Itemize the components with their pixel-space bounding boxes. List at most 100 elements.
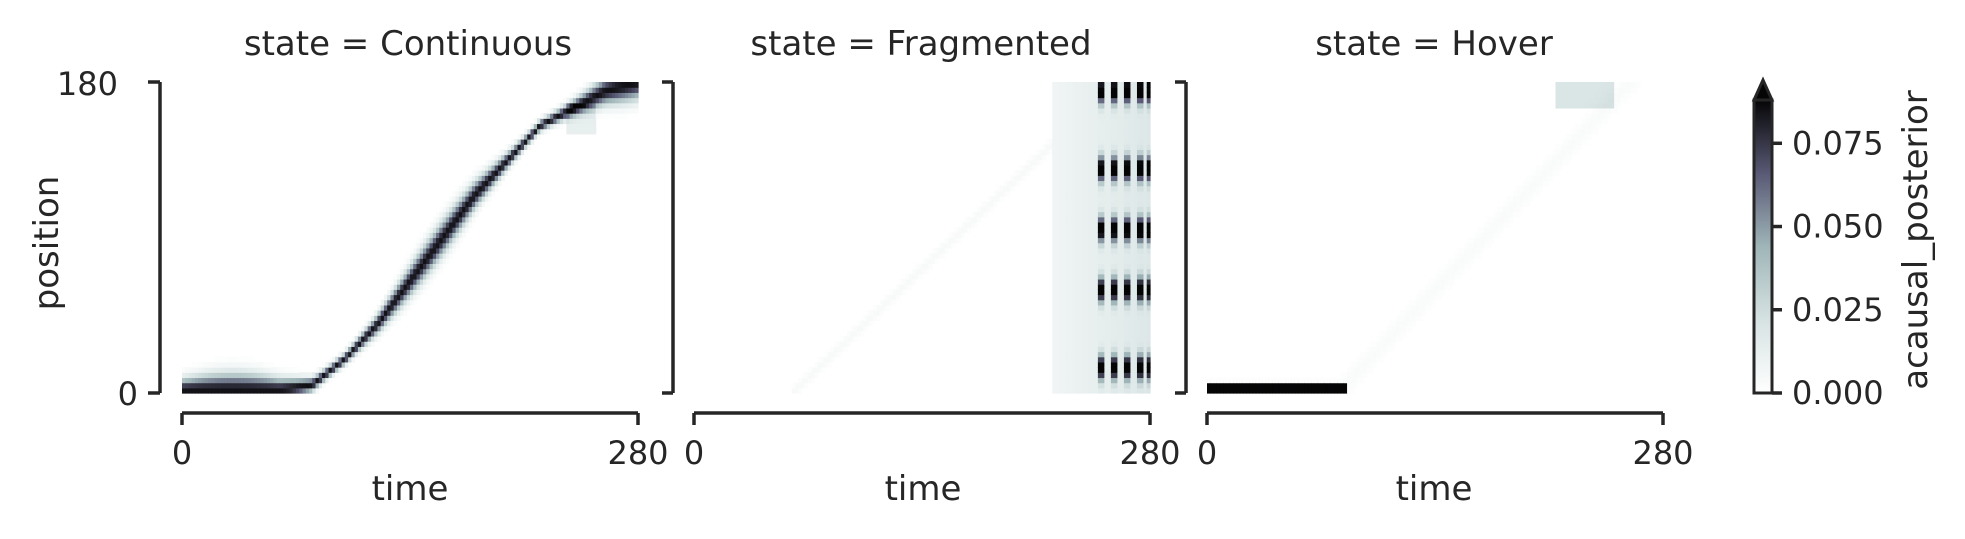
heatmap-cell	[458, 201, 463, 207]
heatmap-cell	[1272, 387, 1276, 394]
heatmap-cell	[1081, 92, 1086, 99]
heatmap-cell	[1395, 320, 1400, 327]
heatmap-cell	[1133, 82, 1138, 88]
heatmap-cell	[1123, 341, 1128, 347]
heatmap-cell	[1578, 123, 1583, 130]
heatmap-cell	[263, 372, 268, 379]
heatmap-cell	[1130, 263, 1135, 270]
heatmap-cell	[1399, 335, 1404, 342]
heatmap-cell	[1130, 144, 1135, 150]
heatmap-cell	[449, 201, 453, 207]
heatmap-cell	[269, 372, 274, 379]
heatmap-cell	[1526, 180, 1531, 187]
heatmap-cell	[367, 335, 372, 342]
heatmap-cell	[1123, 97, 1128, 104]
heatmap-cell	[964, 227, 969, 233]
heatmap-cell	[811, 372, 816, 379]
heatmap-cell	[1623, 82, 1628, 88]
heatmap-cell	[1535, 190, 1540, 197]
heatmap-cell	[801, 382, 806, 389]
heatmap-cell	[540, 113, 545, 119]
heatmap-cell	[1311, 382, 1316, 389]
heatmap-cell	[237, 372, 242, 379]
heatmap-cell	[1127, 330, 1132, 337]
heatmap-cell	[618, 82, 623, 88]
heatmap-cell	[309, 377, 313, 384]
heatmap-cell	[1097, 299, 1102, 306]
heatmap-fragmented	[791, 82, 1151, 394]
heatmap-cell	[1052, 102, 1057, 109]
heatmap-cell	[1088, 118, 1092, 125]
heatmap-cell	[1104, 346, 1109, 353]
heatmap-cell	[592, 128, 597, 135]
heatmap-cell	[1065, 107, 1070, 114]
heatmap-cell	[1091, 284, 1096, 290]
heatmap-cell	[328, 367, 333, 373]
heatmap-cell	[1146, 206, 1151, 213]
heatmap-cell	[1107, 185, 1112, 192]
heatmap-cell	[1136, 201, 1141, 207]
heatmap-cell	[1457, 263, 1462, 270]
heatmap-cell	[1084, 367, 1089, 373]
heatmap-cell	[201, 372, 206, 379]
heatmap-cell	[387, 299, 392, 306]
heatmap-cell	[1120, 185, 1125, 192]
heatmap-cell	[1114, 149, 1119, 156]
heatmap-cell	[1146, 82, 1151, 88]
heatmap-cell	[1062, 372, 1066, 379]
heatmap-cell	[1133, 273, 1138, 280]
heatmap-cell	[1055, 107, 1060, 114]
heatmap-cell	[1360, 351, 1364, 358]
heatmap-cell	[338, 361, 343, 368]
heatmap-cell	[1081, 247, 1086, 254]
heatmap-cell	[1146, 149, 1151, 156]
heatmap-cell	[214, 387, 219, 394]
heatmap-cell	[1123, 294, 1128, 301]
heatmap-cell	[1055, 159, 1060, 166]
heatmap-cell	[1117, 175, 1122, 182]
heatmap-cell	[198, 367, 203, 373]
heatmap-cell	[396, 294, 401, 301]
heatmap-cell	[1136, 227, 1141, 233]
heatmap-cell	[1055, 211, 1060, 218]
heatmap-cell	[1065, 294, 1070, 301]
heatmap-cell	[553, 107, 558, 114]
heatmap-cell	[1052, 247, 1057, 254]
heatmap-cell	[1075, 175, 1079, 182]
heatmap-cell	[1104, 149, 1109, 156]
heatmap-cell	[1123, 123, 1128, 130]
heatmap-cell	[1110, 139, 1115, 145]
heatmap-cell	[1036, 154, 1040, 161]
heatmap-cell	[1107, 351, 1112, 358]
heatmap-cell	[1272, 382, 1276, 389]
heatmap-cell	[1075, 216, 1079, 223]
heatmap-cell	[344, 346, 349, 353]
heatmap-cell	[250, 382, 255, 389]
heatmap-cell	[572, 107, 577, 114]
heatmap-cell	[585, 92, 590, 99]
heatmap-cell	[1117, 123, 1122, 130]
heatmap-cell	[1052, 310, 1057, 316]
heatmap-cell	[602, 113, 607, 119]
heatmap-cell	[546, 107, 551, 114]
heatmap-cell	[1539, 170, 1544, 176]
heatmap-cell	[331, 361, 336, 368]
heatmap-cell	[922, 258, 926, 265]
heatmap-cell	[1042, 144, 1047, 150]
heatmap-cell	[1356, 372, 1361, 379]
heatmap-cell	[1464, 242, 1469, 249]
heatmap-cell	[987, 206, 991, 213]
heatmap-cell	[1055, 325, 1060, 332]
heatmap-cell	[1110, 356, 1115, 363]
heatmap-cell	[214, 367, 219, 373]
heatmap-cell	[961, 227, 965, 233]
heatmap-cell	[850, 330, 855, 337]
heatmap-cell	[1094, 278, 1099, 285]
heatmap-cell	[1140, 268, 1145, 275]
heatmap-cell	[1127, 102, 1132, 109]
heatmap-cell	[618, 107, 623, 114]
heatmap-cell	[1117, 154, 1122, 161]
heatmap-cell	[1110, 118, 1115, 125]
heatmap-cell	[1123, 170, 1128, 176]
heatmap-cell	[1081, 139, 1086, 145]
